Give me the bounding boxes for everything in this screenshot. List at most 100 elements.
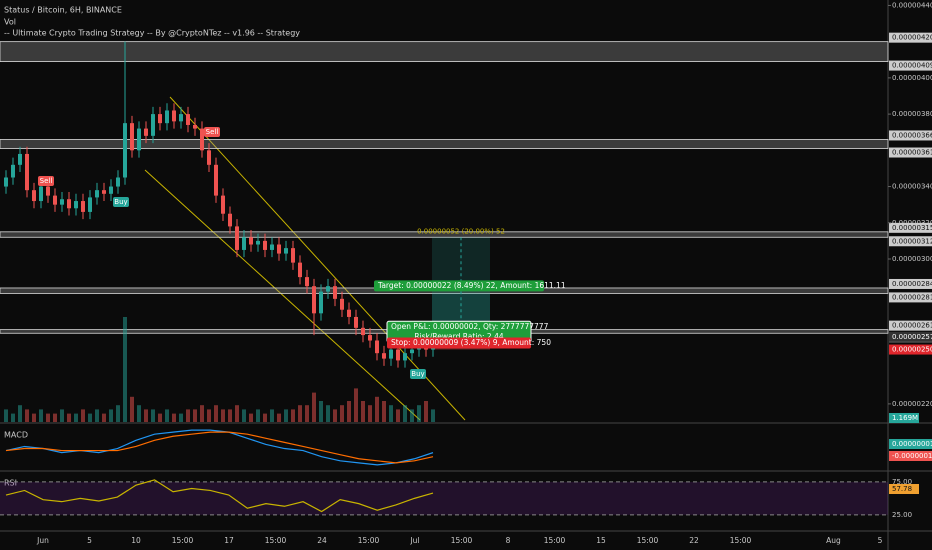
channel-line — [144, 169, 421, 421]
candle-body — [102, 190, 106, 194]
x-tick-label: 8 — [506, 536, 511, 545]
candle-body — [326, 286, 330, 292]
volume-bar — [39, 409, 43, 422]
candle-body — [179, 114, 183, 122]
volume-bar — [221, 409, 225, 422]
x-tick-label: 5 — [878, 536, 883, 545]
candle-body — [291, 248, 295, 263]
last-price-box — [889, 331, 932, 342]
candle-body — [214, 164, 218, 196]
macd-value-box — [889, 451, 932, 461]
volume-bar — [109, 409, 113, 422]
y-tick-label: 0.00000300 — [892, 255, 932, 263]
x-tick-label: 22 — [689, 536, 699, 545]
candle-body — [88, 197, 92, 212]
support-zone — [0, 41, 889, 62]
macd-value-label: -0.00000015 — [892, 452, 932, 460]
volume-bar — [277, 413, 281, 422]
position-rr-label: Risk/Reward Ratio: 2.44 — [414, 332, 503, 341]
volume-bar — [410, 409, 414, 422]
y-tick-label: 0.00000380 — [892, 110, 932, 118]
volume-bar — [333, 409, 337, 422]
macd-title: MACD — [4, 431, 28, 440]
candle-body — [375, 340, 379, 354]
zone-price-label: 0.00000420 — [892, 34, 932, 42]
volume-bar — [298, 405, 302, 422]
volume-value-box — [889, 413, 919, 423]
volume-bar — [200, 405, 204, 422]
volume-bar — [144, 409, 148, 422]
candle-body — [32, 190, 36, 202]
volume-bar — [4, 409, 8, 422]
candle-body — [270, 244, 274, 250]
candle-body — [312, 286, 316, 314]
candle-body — [25, 153, 29, 191]
volume-bar — [340, 405, 344, 422]
volume-bar — [305, 405, 309, 422]
candle-body — [67, 199, 71, 209]
position-top-label: 0.00000052 (20.00%) 52 — [417, 227, 505, 235]
candle-body — [410, 349, 414, 354]
volume-bar — [81, 409, 85, 422]
candle-body — [144, 128, 148, 136]
candle-body — [186, 114, 190, 125]
volume-bar — [228, 409, 232, 422]
channel-line — [169, 96, 466, 421]
y-tick-label: 0.00000400 — [892, 74, 932, 82]
rsi-value-label: 57.78 — [892, 485, 912, 493]
volume-bar — [88, 413, 92, 422]
zone-price-label: 0.00000366 — [892, 131, 932, 139]
volume-bar — [361, 401, 365, 422]
volume-bar — [214, 405, 218, 422]
x-tick-label: 15 — [596, 536, 606, 545]
x-tick-label: 15:00 — [358, 536, 380, 545]
signal-label: Sell — [40, 177, 53, 185]
volume-bar — [32, 413, 36, 422]
support-zone — [0, 231, 889, 238]
candle-body — [74, 201, 78, 209]
candle-body — [130, 123, 134, 151]
volume-bar — [256, 409, 260, 422]
zone-price-box — [889, 236, 932, 247]
volume-bar — [130, 396, 134, 422]
candle-body — [403, 353, 407, 361]
candle-body — [46, 186, 50, 196]
candle-body — [95, 190, 99, 198]
volume-bar — [284, 409, 288, 422]
chart-title: Status / Bitcoin, 6H, BINANCE — [4, 6, 122, 15]
candle-body — [256, 240, 260, 245]
candle-body — [116, 177, 120, 187]
candle-body — [396, 349, 400, 361]
volume-bar — [389, 405, 393, 422]
volume-bar — [193, 409, 197, 422]
strategy-title: -- Ultimate Crypto Trading Strategy -- B… — [4, 29, 300, 38]
volume-bar — [11, 413, 15, 422]
candle-body — [340, 298, 344, 310]
candle-body — [4, 177, 8, 187]
volume-bar — [312, 392, 316, 422]
candle-body — [123, 123, 127, 178]
signal-box — [113, 197, 129, 207]
y-tick-label: 0.00000220 — [892, 400, 932, 408]
volume-bar — [74, 413, 78, 422]
candle-body — [361, 327, 365, 336]
candle-body — [81, 201, 85, 212]
volume-bar — [249, 413, 253, 422]
candle-body — [200, 128, 204, 151]
last-price-label: 0.00000257 — [892, 333, 932, 341]
volume-bar — [102, 413, 106, 422]
volume-bar — [116, 405, 120, 422]
candle-body — [151, 114, 155, 136]
zone-price-box — [889, 130, 932, 141]
candle-body — [137, 128, 141, 151]
candle-body — [333, 286, 337, 299]
position-stop-label: Stop: 0.00000009 (3.47%) 9, Amount: 750 — [391, 338, 551, 347]
signal-box — [204, 127, 220, 137]
zone-price-label: 0.00000261 — [892, 322, 932, 330]
stop-price-label: 0.00000250 — [892, 346, 932, 354]
position-label-box — [387, 337, 531, 349]
zone-price-label: 0.00000312 — [892, 237, 932, 245]
volume-bar — [123, 317, 127, 422]
volume-bar — [354, 388, 358, 422]
